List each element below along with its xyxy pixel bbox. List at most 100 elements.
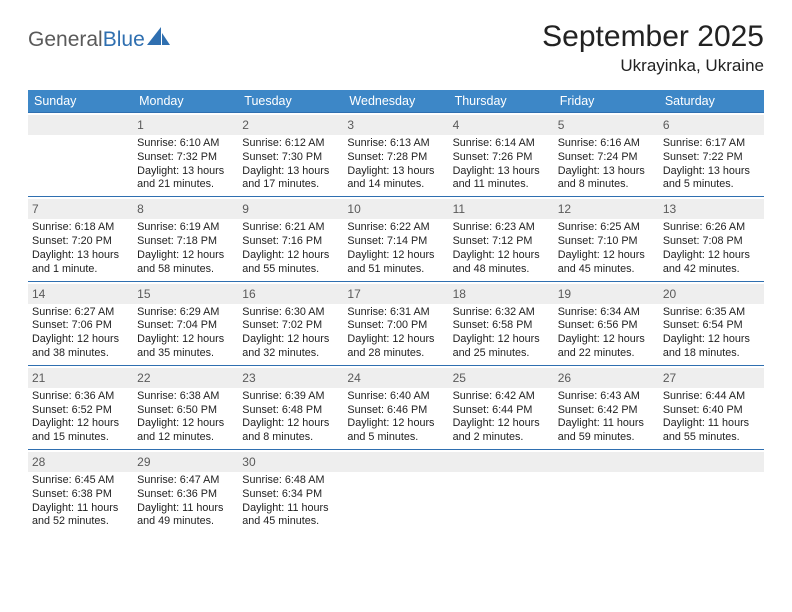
logo-text-general: General xyxy=(28,28,103,51)
location-label: Ukrayinka, Ukraine xyxy=(542,56,764,76)
day-cell: 1Sunrise: 6:10 AMSunset: 7:32 PMDaylight… xyxy=(133,113,238,196)
dl1-line: Daylight: 11 hours xyxy=(663,417,760,431)
day-number-bar: 24 xyxy=(343,368,448,388)
day-cell: 24Sunrise: 6:40 AMSunset: 6:46 PMDayligh… xyxy=(343,366,448,449)
dl1-line: Daylight: 12 hours xyxy=(32,417,129,431)
weekday-header: Saturday xyxy=(659,90,764,112)
dl2-line: and 25 minutes. xyxy=(453,347,550,361)
sunrise-line: Sunrise: 6:26 AM xyxy=(663,221,760,235)
sunrise-line: Sunrise: 6:29 AM xyxy=(137,306,234,320)
day-number: 16 xyxy=(242,287,255,301)
sunset-line: Sunset: 7:02 PM xyxy=(242,319,339,333)
weekday-header: Tuesday xyxy=(238,90,343,112)
dl1-line: Daylight: 12 hours xyxy=(137,417,234,431)
sunset-line: Sunset: 7:08 PM xyxy=(663,235,760,249)
dl2-line: and 38 minutes. xyxy=(32,347,129,361)
dl1-line: Daylight: 13 hours xyxy=(558,165,655,179)
sunrise-line: Sunrise: 6:30 AM xyxy=(242,306,339,320)
day-number-bar: 22 xyxy=(133,368,238,388)
sunset-line: Sunset: 7:16 PM xyxy=(242,235,339,249)
sunset-line: Sunset: 6:56 PM xyxy=(558,319,655,333)
day-number: 7 xyxy=(32,202,39,216)
day-cell xyxy=(28,113,133,196)
day-number-bar: 14 xyxy=(28,284,133,304)
day-number: 25 xyxy=(453,371,466,385)
sunset-line: Sunset: 6:34 PM xyxy=(242,488,339,502)
sunrise-line: Sunrise: 6:22 AM xyxy=(347,221,444,235)
day-number-bar: 9 xyxy=(238,199,343,219)
sunrise-line: Sunrise: 6:39 AM xyxy=(242,390,339,404)
day-number-bar: 16 xyxy=(238,284,343,304)
sunrise-line: Sunrise: 6:13 AM xyxy=(347,137,444,151)
sunset-line: Sunset: 7:10 PM xyxy=(558,235,655,249)
sunrise-line: Sunrise: 6:16 AM xyxy=(558,137,655,151)
day-cell: 13Sunrise: 6:26 AMSunset: 7:08 PMDayligh… xyxy=(659,197,764,280)
dl1-line: Daylight: 12 hours xyxy=(558,249,655,263)
logo: GeneralBlue xyxy=(28,28,171,52)
day-number: 22 xyxy=(137,371,150,385)
week-row: 7Sunrise: 6:18 AMSunset: 7:20 PMDaylight… xyxy=(28,196,764,280)
day-number xyxy=(347,455,350,469)
sunrise-line: Sunrise: 6:23 AM xyxy=(453,221,550,235)
sunset-line: Sunset: 7:30 PM xyxy=(242,151,339,165)
dl1-line: Daylight: 12 hours xyxy=(453,417,550,431)
day-number-bar: 30 xyxy=(238,452,343,472)
sunset-line: Sunset: 7:22 PM xyxy=(663,151,760,165)
day-cell: 19Sunrise: 6:34 AMSunset: 6:56 PMDayligh… xyxy=(554,282,659,365)
dl2-line: and 17 minutes. xyxy=(242,178,339,192)
dl2-line: and 58 minutes. xyxy=(137,263,234,277)
day-number-bar: 12 xyxy=(554,199,659,219)
dl1-line: Daylight: 11 hours xyxy=(242,502,339,516)
day-number-bar xyxy=(554,452,659,472)
dl1-line: Daylight: 12 hours xyxy=(137,333,234,347)
day-number-bar: 29 xyxy=(133,452,238,472)
dl1-line: Daylight: 12 hours xyxy=(347,249,444,263)
day-number: 15 xyxy=(137,287,150,301)
day-number xyxy=(32,118,35,132)
sunrise-line: Sunrise: 6:36 AM xyxy=(32,390,129,404)
day-number-bar: 5 xyxy=(554,115,659,135)
sunrise-line: Sunrise: 6:10 AM xyxy=(137,137,234,151)
calendar: Sunday Monday Tuesday Wednesday Thursday… xyxy=(28,90,764,533)
dl2-line: and 12 minutes. xyxy=(137,431,234,445)
day-number-bar: 20 xyxy=(659,284,764,304)
sunset-line: Sunset: 7:00 PM xyxy=(347,319,444,333)
day-number: 5 xyxy=(558,118,565,132)
dl1-line: Daylight: 12 hours xyxy=(347,333,444,347)
day-cell: 10Sunrise: 6:22 AMSunset: 7:14 PMDayligh… xyxy=(343,197,448,280)
sunset-line: Sunset: 6:48 PM xyxy=(242,404,339,418)
week-row: 14Sunrise: 6:27 AMSunset: 7:06 PMDayligh… xyxy=(28,281,764,365)
sunrise-line: Sunrise: 6:18 AM xyxy=(32,221,129,235)
dl2-line: and 51 minutes. xyxy=(347,263,444,277)
dl2-line: and 42 minutes. xyxy=(663,263,760,277)
sunset-line: Sunset: 6:50 PM xyxy=(137,404,234,418)
sunset-line: Sunset: 6:52 PM xyxy=(32,404,129,418)
day-number xyxy=(453,455,456,469)
day-cell: 26Sunrise: 6:43 AMSunset: 6:42 PMDayligh… xyxy=(554,366,659,449)
day-number-bar: 27 xyxy=(659,368,764,388)
day-number-bar: 1 xyxy=(133,115,238,135)
weekday-header: Sunday xyxy=(28,90,133,112)
day-cell: 29Sunrise: 6:47 AMSunset: 6:36 PMDayligh… xyxy=(133,450,238,533)
day-number-bar: 3 xyxy=(343,115,448,135)
dl1-line: Daylight: 12 hours xyxy=(242,333,339,347)
day-number: 23 xyxy=(242,371,255,385)
day-cell: 20Sunrise: 6:35 AMSunset: 6:54 PMDayligh… xyxy=(659,282,764,365)
sunset-line: Sunset: 6:36 PM xyxy=(137,488,234,502)
dl1-line: Daylight: 12 hours xyxy=(453,333,550,347)
day-number: 21 xyxy=(32,371,45,385)
day-number-bar: 2 xyxy=(238,115,343,135)
day-number: 27 xyxy=(663,371,676,385)
sunrise-line: Sunrise: 6:47 AM xyxy=(137,474,234,488)
day-number-bar: 7 xyxy=(28,199,133,219)
dl2-line: and 11 minutes. xyxy=(453,178,550,192)
dl1-line: Daylight: 12 hours xyxy=(347,417,444,431)
sunset-line: Sunset: 7:28 PM xyxy=(347,151,444,165)
dl1-line: Daylight: 13 hours xyxy=(453,165,550,179)
dl1-line: Daylight: 13 hours xyxy=(32,249,129,263)
day-cell: 23Sunrise: 6:39 AMSunset: 6:48 PMDayligh… xyxy=(238,366,343,449)
page-header: GeneralBlue September 2025 Ukrayinka, Uk… xyxy=(28,20,764,76)
sunrise-line: Sunrise: 6:17 AM xyxy=(663,137,760,151)
day-cell: 2Sunrise: 6:12 AMSunset: 7:30 PMDaylight… xyxy=(238,113,343,196)
day-cell: 14Sunrise: 6:27 AMSunset: 7:06 PMDayligh… xyxy=(28,282,133,365)
